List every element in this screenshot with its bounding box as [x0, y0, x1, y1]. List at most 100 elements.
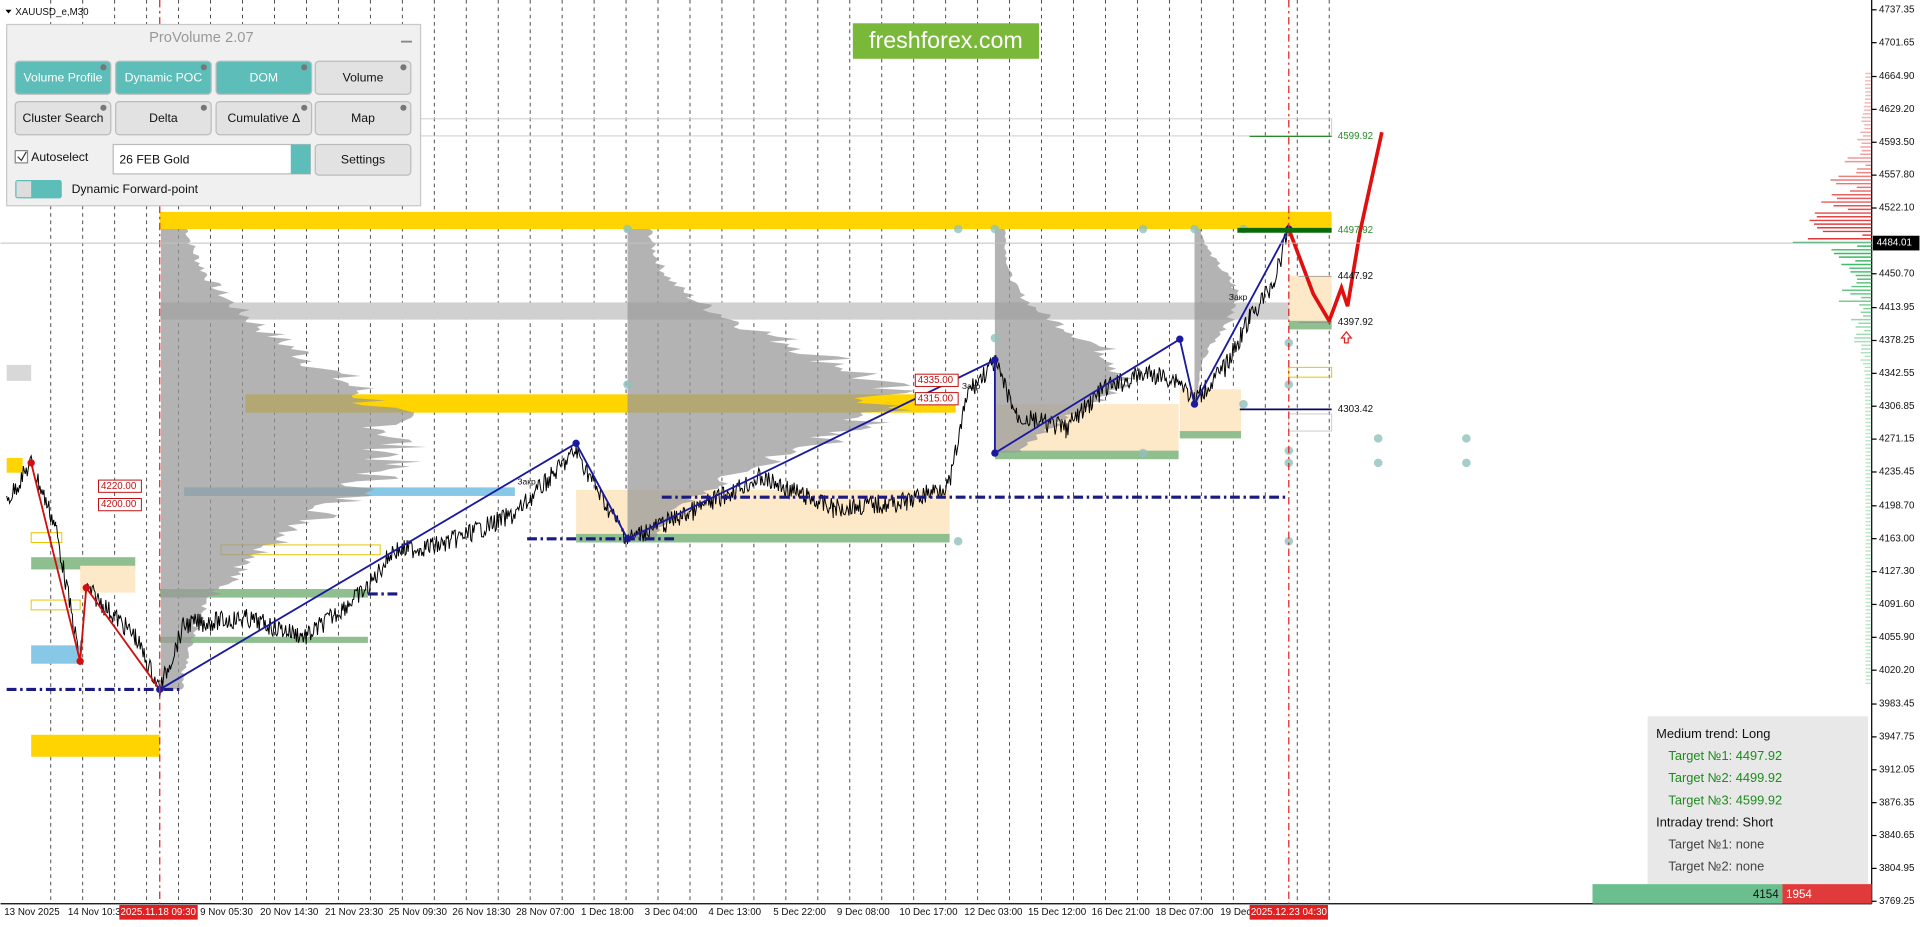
volume-profile: [160, 228, 427, 690]
current-price-box: [1872, 235, 1920, 251]
range-edge: [994, 450, 1179, 460]
pivot: [27, 459, 35, 467]
watermark: freshforex.com: [869, 27, 1023, 53]
panel-title: ProVolume 2.07: [149, 30, 254, 46]
support-zone: [6, 457, 23, 473]
target-dot: [1138, 224, 1148, 234]
level-label: 4303.42: [1338, 404, 1373, 415]
zigzag-up: [159, 228, 1290, 691]
x-tick-label: 28 Nov 07:00: [516, 907, 575, 918]
instrument-value: 26 FEB Gold: [119, 153, 189, 167]
panel-button-label: Dynamic POC: [125, 71, 203, 85]
button-gear: [100, 104, 107, 111]
panel-button-label: Cluster Search: [23, 111, 104, 125]
up-arrow: [1340, 330, 1353, 344]
level-label: 4497.92: [1338, 225, 1373, 236]
pivot: [991, 449, 999, 457]
settings-button[interactable]: [314, 143, 412, 176]
price-line: [6, 224, 1290, 697]
x-tick-label: 3 Dec 04:00: [645, 907, 698, 918]
y-tick-label: 4450.70: [1879, 268, 1915, 279]
y-tick-label: 3947.75: [1879, 732, 1915, 743]
panel-button[interactable]: [14, 101, 112, 136]
watermark-bg: [852, 23, 1039, 59]
forecast-path: [1287, 131, 1384, 326]
value-zone: [31, 645, 81, 664]
x-tick-label: 15 Dec 12:00: [1028, 907, 1087, 918]
level-label: 4397.92: [1338, 317, 1373, 328]
target-dot: [990, 333, 1000, 343]
volume-zone: [159, 302, 1299, 320]
x-tick-label: 12 Dec 03:00: [964, 907, 1023, 918]
time-marker-box: [1249, 904, 1328, 920]
x-tick-label: 2025.12.23 04:30: [1251, 907, 1328, 918]
annotation: Закр: [1229, 292, 1248, 302]
x-tick-label: 14 Nov 10:30: [68, 907, 127, 918]
buy-volume-label: 4154: [1753, 888, 1779, 901]
y-tick-label: 4413.95: [1879, 302, 1915, 313]
trend-line: Intraday trend: Short: [1656, 814, 1774, 829]
pivot: [1190, 400, 1199, 408]
checkbox[interactable]: [14, 150, 29, 164]
range-edge: [576, 533, 950, 543]
panel-button[interactable]: [115, 60, 212, 95]
button-gear: [400, 64, 407, 71]
support-zone: [31, 734, 160, 757]
y-tick-label: 4091.60: [1879, 599, 1915, 610]
target-dot: [953, 224, 963, 234]
panel-button[interactable]: [314, 101, 412, 136]
value-zone: [6, 364, 32, 381]
pivot: [76, 657, 84, 665]
price-box-label: 4200.00: [101, 499, 137, 510]
select-arrow-bg: [290, 144, 311, 174]
pivot: [1176, 335, 1184, 343]
outline-zone: [30, 599, 81, 611]
y-tick-label: 3912.05: [1879, 764, 1915, 775]
x-tick-label: 21 Nov 23:30: [325, 907, 384, 918]
range-edge: [159, 589, 368, 598]
autoselect-label: Autoselect: [31, 150, 89, 164]
button-gear: [400, 104, 407, 111]
target-dot: [1284, 458, 1294, 468]
panel-button-label: Map: [351, 111, 375, 125]
target-dot: [623, 380, 632, 389]
y-tick-label: 4593.50: [1879, 137, 1915, 148]
y-tick-label: 4127.30: [1879, 566, 1915, 577]
annotation: Закр: [517, 477, 536, 487]
price-box: [98, 498, 142, 512]
trend-line: Target №2: none: [1668, 858, 1764, 873]
resistance-zone: [159, 211, 1332, 229]
symbol-arrow: [5, 9, 12, 14]
target-dot: [953, 536, 963, 546]
panel-button[interactable]: [314, 60, 412, 95]
checkmark: [17, 151, 27, 162]
target-dot: [1239, 399, 1248, 409]
target-dot: [1373, 458, 1383, 468]
range-edge: [1179, 431, 1242, 439]
instrument-select[interactable]: [112, 143, 311, 175]
price-box: [98, 479, 142, 493]
panel-button-label: Volume Profile: [24, 71, 103, 85]
volume-profile: [627, 228, 916, 539]
panel-button-label: DOM: [250, 71, 279, 85]
price-box-label: 4315.00: [918, 393, 954, 404]
target-dot: [1462, 458, 1471, 468]
panel-button[interactable]: [14, 60, 112, 95]
button-gear: [200, 64, 207, 71]
range-edge: [1288, 320, 1332, 330]
button-gear: [301, 64, 308, 71]
trend-line: Target №2: 4499.92: [1668, 770, 1782, 785]
button-gear: [301, 104, 308, 111]
y-tick-label: 4701.65: [1879, 37, 1915, 48]
panel-button[interactable]: [215, 101, 313, 136]
x-tick-label: 5 Dec 22:00: [773, 907, 826, 918]
panel-button[interactable]: [115, 101, 212, 136]
target-dot: [1138, 448, 1148, 458]
pivot: [82, 584, 90, 592]
current-price-label: 4484.01: [1877, 238, 1912, 249]
panel-button[interactable]: [215, 60, 313, 95]
volume-profile: [994, 228, 1135, 454]
x-tick-label: 9 Dec 08:00: [837, 907, 890, 918]
